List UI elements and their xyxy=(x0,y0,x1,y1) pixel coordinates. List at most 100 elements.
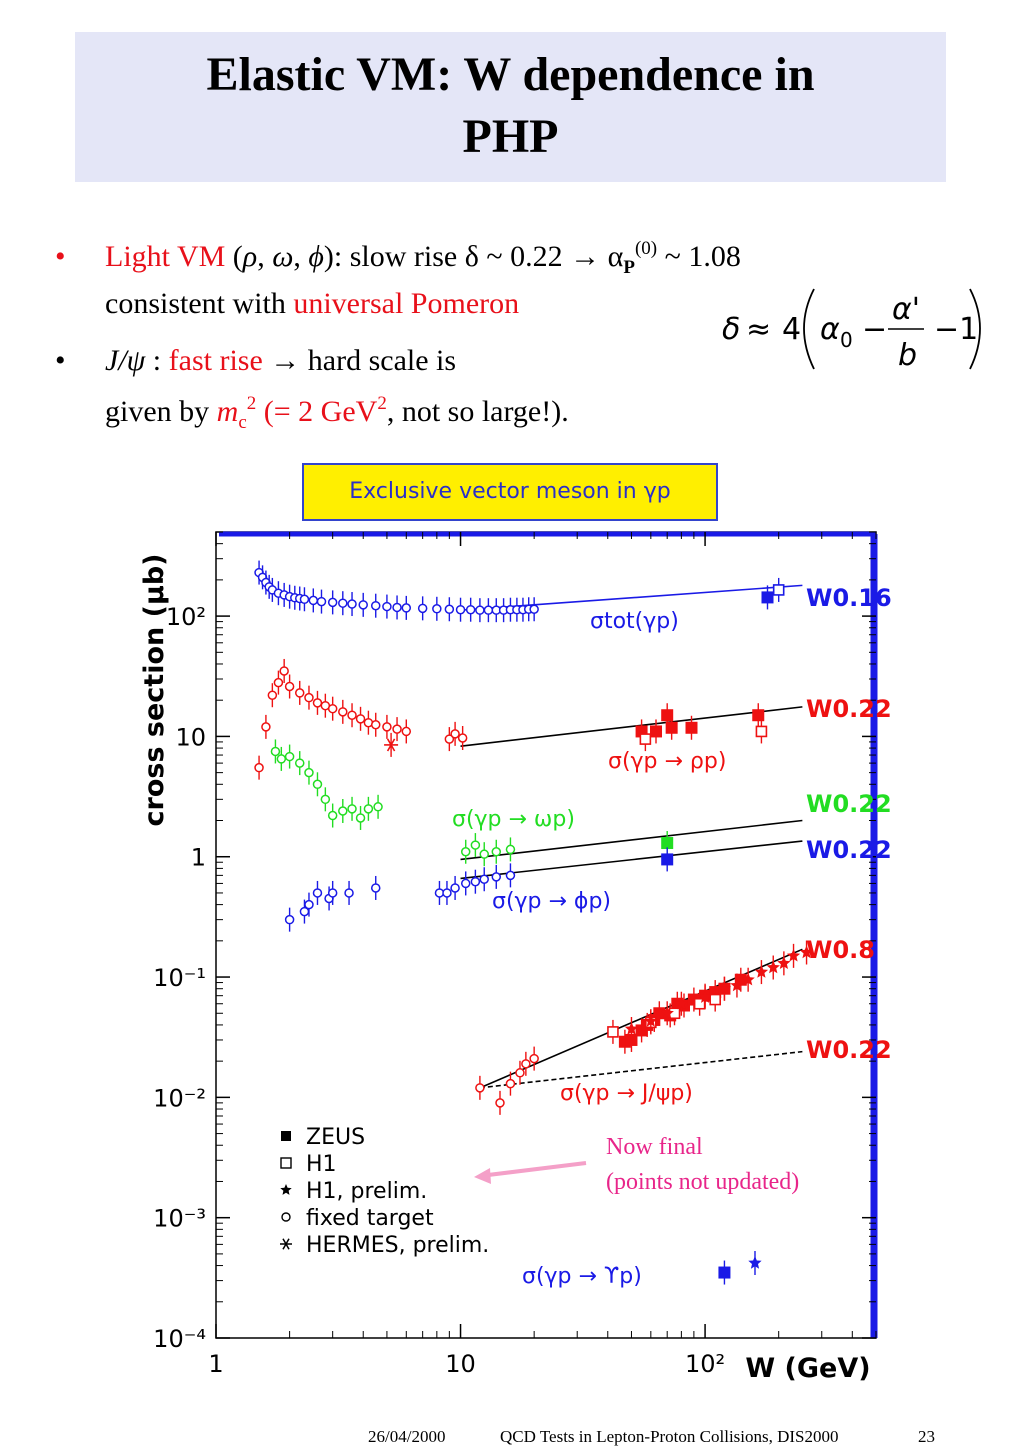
data-point-rho_fixed xyxy=(273,677,284,688)
data-point-jpsi_zeus xyxy=(671,997,684,1010)
data-point-omega_fixed xyxy=(355,813,366,823)
formula-b: b xyxy=(898,338,917,373)
data-point-jpsi_zeus xyxy=(718,982,731,995)
text-fragment: ~ 1.08 xyxy=(657,240,741,273)
legend-marker-h1 xyxy=(280,1157,292,1169)
data-point-phi_fixed xyxy=(491,872,502,882)
text-fragment: , not so large!). xyxy=(386,395,569,428)
data-point-jpsi_h1_prelim xyxy=(698,990,712,1003)
data-point-phi_fixed xyxy=(442,888,452,898)
data-point-jpsi_zeus xyxy=(677,999,690,1012)
data-point-jpsi_h1_prelim xyxy=(730,978,744,992)
text-fragment: : xyxy=(145,344,169,377)
data-point-phi_fixed xyxy=(434,888,445,898)
data-point-rho_fixed xyxy=(327,703,338,714)
data-point-omega_fixed xyxy=(276,754,287,764)
data-point-tot_fixed xyxy=(261,577,271,588)
data-point-jpsi_zeus xyxy=(641,1018,654,1031)
data-point-jpsi_zeus xyxy=(653,1007,666,1020)
x-axis-label: W (GeV) xyxy=(745,1353,870,1384)
x-tick-label: 10² xyxy=(685,1350,725,1378)
data-point-jpsi_h1_prelim xyxy=(660,1006,674,1019)
data-point-rho_hermes xyxy=(386,738,396,752)
data-point-omega_zeus xyxy=(661,837,674,850)
data-point-rho_fixed xyxy=(392,724,402,734)
data-point-jpsi_fixed xyxy=(495,1098,505,1108)
x-tick-label: 10 xyxy=(445,1350,476,1378)
slide-title: Elastic VM: W dependence in PHP xyxy=(75,44,946,168)
y-tick-label: 10⁻³ xyxy=(153,1205,206,1233)
legend-entry-label: H1, prelim. xyxy=(306,1179,427,1204)
text-fragment: , xyxy=(293,240,309,273)
fit-line-tot xyxy=(460,584,803,611)
rho-symbol: ρ xyxy=(242,240,258,273)
data-point-jpsi_h1_prelim xyxy=(741,972,755,986)
label-sigma-phi: σ(γp → ϕp) xyxy=(492,889,611,914)
data-point-omega_fixed xyxy=(327,810,338,821)
legend-marker-h1-prelim xyxy=(280,1184,292,1195)
data-point-rho_fixed xyxy=(338,707,348,717)
data-point-rho_zeus xyxy=(661,709,674,722)
data-point-tot_fixed xyxy=(444,604,455,615)
title-background xyxy=(75,32,946,182)
legend-entry-label: HERMES, prelim. xyxy=(306,1233,489,1258)
data-point-tot_fixed xyxy=(273,588,284,598)
plot-frame xyxy=(215,531,877,1339)
data-point-jpsi_h1_prelim xyxy=(624,1022,639,1035)
data-point-phi_fixed xyxy=(450,883,460,893)
light-vm-text: Light VM xyxy=(105,240,226,273)
data-point-phi_fixed xyxy=(470,876,481,887)
text-fragment: given by xyxy=(105,395,217,428)
data-point-jpsi_zeus xyxy=(635,1024,648,1037)
data-point-omega_fixed xyxy=(320,794,331,805)
label-w-rho: W0.22 xyxy=(806,695,892,723)
data-point-rho_fixed xyxy=(444,734,455,744)
data-point-rho_fixed xyxy=(370,720,381,730)
data-point-omega_fixed xyxy=(347,804,357,814)
data-point-phi_fixed xyxy=(370,883,381,893)
data-point-omega_fixed xyxy=(304,767,314,778)
bullet-2-line-2: given by mc2 (= 2 GeV2, not so large!). xyxy=(105,393,569,434)
data-point-omega_fixed xyxy=(479,849,489,859)
data-point-tot_fixed xyxy=(290,593,300,603)
data-point-tot_fixed xyxy=(347,599,357,609)
data-point-rho_fixed xyxy=(304,692,314,703)
data-point-tot_fixed xyxy=(455,604,466,615)
formula-alpha-prime: α' xyxy=(892,292,920,327)
data-point-tot_fixed xyxy=(392,602,402,613)
legend-marker-hermes xyxy=(282,1238,290,1250)
data-point-omega_fixed xyxy=(270,746,281,757)
legend-marker-zeus xyxy=(281,1131,291,1141)
footer-page: 23 xyxy=(918,1427,935,1446)
label-w-omega: W0.22 xyxy=(806,790,892,818)
y-tick-label: 10⁻¹ xyxy=(153,964,206,992)
data-point-jpsi_zeus xyxy=(699,989,712,1002)
note-arrow-shaft xyxy=(479,1161,587,1178)
universal-pomeron-text: universal Pomeron xyxy=(293,287,520,320)
data-point-tot_zeus xyxy=(761,591,774,604)
data-point-omega_fixed xyxy=(338,806,348,816)
label-sigma-rho: σ(γp → ρp) xyxy=(608,749,726,774)
data-point-jpsi_zeus xyxy=(625,1033,638,1046)
formula-left-paren xyxy=(803,288,815,370)
data-point-tot_fixed xyxy=(523,604,534,615)
data-point-jpsi_zeus xyxy=(709,986,722,999)
jpsi-symbol: J/ψ xyxy=(105,344,146,377)
data-point-jpsi_fixed xyxy=(521,1059,531,1069)
phi-symbol: ϕ xyxy=(308,240,324,273)
data-point-rho_h1 xyxy=(639,733,652,745)
y-tick-label: 10⁻² xyxy=(153,1084,206,1112)
data-point-tot_fixed xyxy=(338,598,348,608)
data-point-tot_fixed xyxy=(279,590,289,600)
charm-subscript: c xyxy=(238,412,247,433)
bullet-2-line-1: J/ψ : fast rise → hard scale is xyxy=(105,344,456,378)
data-point-rho_fixed xyxy=(457,733,468,743)
pomeron-subscript: P xyxy=(623,257,635,278)
data-point-phi_fixed xyxy=(312,888,323,898)
text-fragment: , xyxy=(257,240,273,273)
data-point-phi_fixed xyxy=(304,899,314,910)
data-point-phi_fixed xyxy=(284,914,295,925)
legend-entry-label: H1 xyxy=(306,1152,337,1177)
legend-entry-label: ZEUS xyxy=(306,1125,365,1150)
data-point-tot_fixed xyxy=(483,605,494,615)
